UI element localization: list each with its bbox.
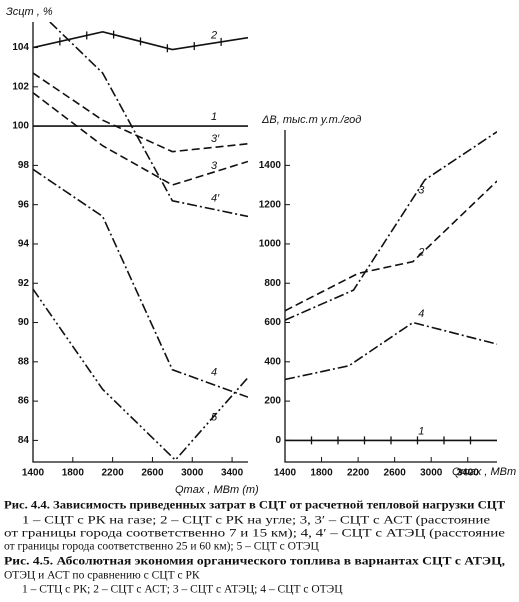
y-tick-label: 1200	[259, 199, 282, 210]
x-tick-label: 3000	[420, 468, 443, 479]
series-line	[49, 22, 248, 218]
series-line	[285, 131, 497, 321]
x-tick-label: 3000	[181, 468, 204, 479]
series-label: 3	[418, 184, 425, 196]
series-line	[33, 288, 248, 462]
y-tick-label: 92	[18, 278, 30, 289]
series-label: 1	[418, 425, 424, 437]
x-tick-label: 3400	[221, 468, 244, 479]
caption-line: от границы города соответственно 25 и 60…	[4, 541, 320, 553]
series-label: 5	[211, 411, 218, 423]
y-axis-label: Зсцт , %	[6, 6, 53, 18]
y-tick-label: 800	[264, 278, 281, 289]
caption-line: Рис. 4.4. Зависимость приведенных затрат…	[4, 500, 505, 512]
caption-line: от границы города соответственно 7 и 15 …	[4, 528, 505, 540]
series-label: 2	[417, 247, 424, 259]
axis-frame	[32, 22, 248, 463]
caption-line: Рис. 4.5. Абсолютная экономия органическ…	[4, 556, 505, 568]
x-axis-label: Qmax , МВт	[452, 466, 516, 478]
x-tick-label: 1800	[62, 468, 85, 479]
caption-line: 1 – СЦТ с РК на газе; 2 – СЦТ с РК на уг…	[22, 515, 490, 527]
series-label: 1	[211, 111, 217, 123]
caption-line: ОТЭЦ и АСТ по сравнению с СЦТ с РК	[4, 570, 200, 582]
y-tick-label: 98	[18, 160, 30, 171]
caption-line: 1 – СТЦ с РК; 2 – СЦТ с АСТ; 3 – СЦТ с А…	[22, 584, 343, 596]
x-tick-label: 1800	[310, 468, 333, 479]
series-label: 4′	[211, 192, 220, 204]
series-line	[285, 321, 497, 381]
y-tick-label: 84	[18, 435, 30, 446]
y-tick-label: 100	[12, 121, 29, 132]
y-tick-label: 1000	[259, 239, 282, 250]
series-label: 4	[211, 366, 217, 378]
y-tick-label: 104	[12, 42, 29, 53]
series-label: 3′	[211, 133, 220, 145]
x-tick-label: 2600	[384, 468, 407, 479]
y-tick-label: 88	[18, 356, 30, 367]
y-tick-label: 200	[264, 396, 281, 407]
y-tick-label: 400	[264, 356, 281, 367]
axis-frame	[284, 130, 497, 463]
x-axis-label: Qmax , МВт (т)	[175, 484, 259, 496]
y-tick-label: 90	[18, 317, 30, 328]
series-line	[33, 168, 248, 398]
series-line	[33, 92, 248, 186]
x-tick-label: 3400	[457, 468, 480, 479]
x-tick-label: 2200	[347, 468, 370, 479]
y-tick-label: 600	[264, 317, 281, 328]
x-tick-label: 1400	[22, 468, 45, 479]
plot-area	[33, 22, 248, 462]
y-tick-label: 102	[12, 81, 29, 92]
series-line	[285, 180, 497, 312]
series-label: 2	[210, 29, 217, 41]
x-tick-label: 2600	[141, 468, 164, 479]
y-tick-label: 1400	[259, 160, 282, 171]
x-tick-label: 1400	[274, 468, 297, 479]
plot-area	[285, 131, 497, 445]
y-tick-label: 94	[18, 239, 30, 250]
y-tick-label: 96	[18, 199, 30, 210]
y-tick-label: 0	[275, 435, 281, 446]
series-label: 4	[418, 308, 424, 320]
y-axis-label: ΔB, тыс.т у.т./год	[261, 114, 361, 126]
x-tick-label: 2200	[102, 468, 125, 479]
series-label: 3	[211, 160, 218, 172]
y-tick-label: 86	[18, 396, 30, 407]
